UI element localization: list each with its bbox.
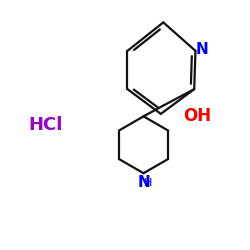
Text: H: H xyxy=(144,178,153,188)
Text: HCl: HCl xyxy=(29,116,63,134)
Text: OH: OH xyxy=(183,107,211,125)
Text: N: N xyxy=(195,42,208,57)
Text: N: N xyxy=(137,175,150,190)
